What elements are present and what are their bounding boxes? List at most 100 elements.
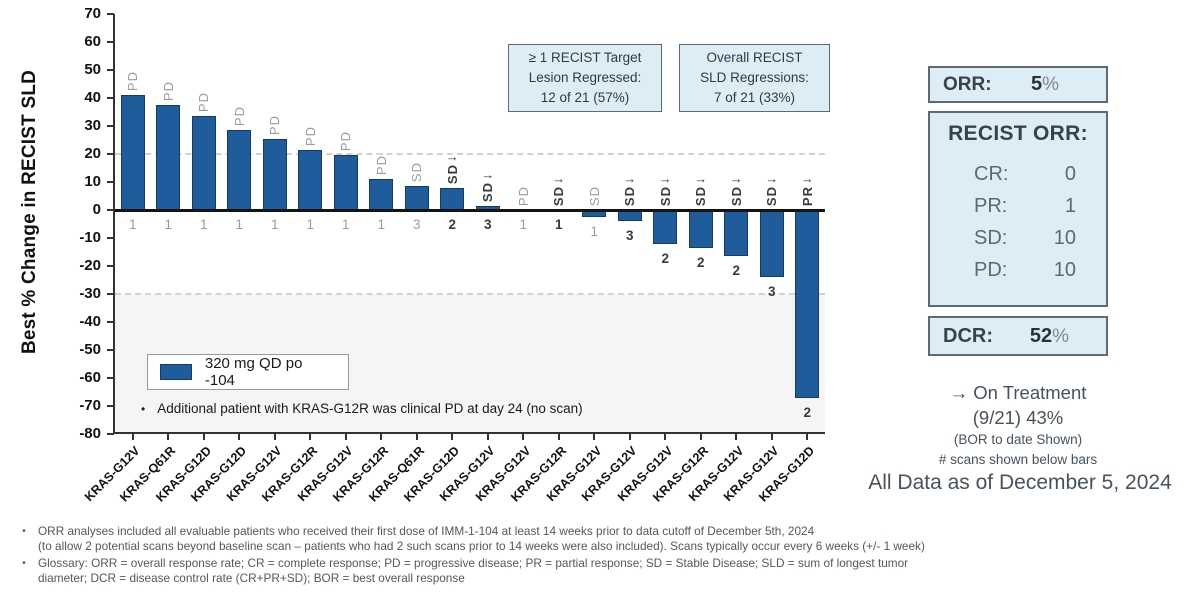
orr-label: ORR: [943,73,992,95]
status-label: PD [151,79,187,101]
x-tick-mark [735,434,738,440]
bar [617,210,642,222]
bar [333,155,358,210]
y-tick-label: 60 [84,32,101,50]
y-tick-mark [107,97,114,99]
dcr-box: DCR: 52% [928,316,1108,356]
y-tick-mark [107,41,114,43]
x-tick-mark [309,434,312,440]
y-tick-label: -80 [79,424,101,442]
x-tick-mark [131,434,134,440]
scan-count: 3 [412,217,421,232]
y-tick-label: -10 [79,228,101,246]
y-tick-label: -20 [79,256,101,274]
status-label: PD [364,153,400,175]
y-tick-mark [107,125,114,127]
status-label: → SD [648,172,684,206]
x-tick-mark [202,434,205,440]
scan-count: 1 [306,217,314,232]
x-tick-mark [415,434,418,440]
status-text: SD [551,185,567,206]
x-tick-mark [451,434,454,440]
status-label: SD [577,184,613,206]
x-tick-mark [806,434,809,440]
orr-box: ORR: 5% [928,66,1108,103]
y-tick-mark [107,405,114,407]
on-treatment-line2: (9/21) 43% [972,407,1064,428]
status-label: PD [328,129,364,151]
status-text: PR [799,185,815,206]
y-tick-mark [107,153,114,155]
scan-count: 1 [554,217,563,232]
scan-count: 1 [341,217,350,232]
y-tick-label: -30 [79,284,101,302]
bullet-icon: • [141,402,146,416]
y-tick-mark [107,321,114,323]
bar [440,187,465,210]
bullet-icon: • [22,557,26,569]
y-tick-label: 70 [84,4,101,22]
status-label: PD [293,124,329,146]
legend: 320 mg QD po -104 [147,354,349,390]
info-box-line: Lesion Regressed: [528,69,642,85]
y-tick-label: -60 [79,368,101,386]
info-box-sld-regressions: Overall RECIST SLD Regressions: 7 of 21 … [679,44,830,112]
y-tick-label: -50 [79,340,101,358]
status-label: → SD [683,172,719,206]
on-treatment-line1: → On Treatment [949,382,1087,403]
status-label: → SD [435,150,471,184]
x-tick-mark [699,434,702,440]
footnote-text: Glossary: ORR = overall response rate; C… [38,555,909,586]
scan-count: 2 [696,254,705,270]
status-text: SD [444,163,460,184]
status-text: PD [515,185,531,206]
status-text: SD [764,185,780,206]
note-additional-patient: • Additional patient with KRAS-G12R was … [141,401,583,418]
x-tick-mark [522,434,525,440]
recist-orr-rows: CR: 0 PR: 1 SD: 10 PD: 10 [930,158,1106,286]
y-tick-mark [107,265,114,267]
right-arrow-icon: → [949,382,969,403]
info-box-line: SLD Regressions: [700,69,809,85]
info-box-line: 7 of 21 (33%) [713,90,796,106]
on-treatment-arrow-icon: → [481,166,495,182]
status-text: SD [586,185,602,206]
status-text: SD [728,185,744,206]
status-text: SD [693,185,709,206]
bar [653,210,678,244]
footnote-item: • ORR analyses included all evaluable pat… [10,524,1120,555]
y-axis-title: Best % Change in RECIST SLD [19,69,40,355]
scan-count: 3 [625,228,634,244]
note-text: Additional patient with KRAS-G12R was cl… [157,401,583,416]
bar [795,210,820,398]
recist-orr-header: RECIST ORR: [948,122,1088,145]
status-text: PD [302,125,318,146]
status-text: SD [657,185,673,206]
y-tick-label: 20 [84,144,101,162]
status-label: → SD [541,170,577,206]
x-tick-mark [628,434,631,440]
bullet-icon: • [22,526,26,537]
on-treatment-arrow-icon: → [729,170,743,186]
scan-count: 3 [767,284,776,300]
on-treatment-arrow-icon: → [552,170,566,186]
y-tick-mark [107,293,114,295]
recist-row-sd: SD: 10 [974,227,1076,249]
y-tick-mark [107,69,114,71]
status-label: PD [506,184,542,206]
y-tick-label: -40 [79,312,101,330]
info-box-line: ≥ 1 RECIST Target [528,49,642,65]
status-text: SD [622,185,638,206]
bar [156,105,181,210]
status-text: PD [373,155,389,176]
y-tick-mark [107,13,114,15]
zero-line [115,208,825,212]
y-tick-mark [107,209,114,211]
bar [688,210,713,248]
status-label: PD [222,104,258,126]
scan-count: 1 [164,217,172,232]
status-text: PD [125,71,141,92]
legend-color-swatch [160,364,192,380]
scan-count: 2 [732,263,740,279]
x-tick-mark [664,434,667,440]
